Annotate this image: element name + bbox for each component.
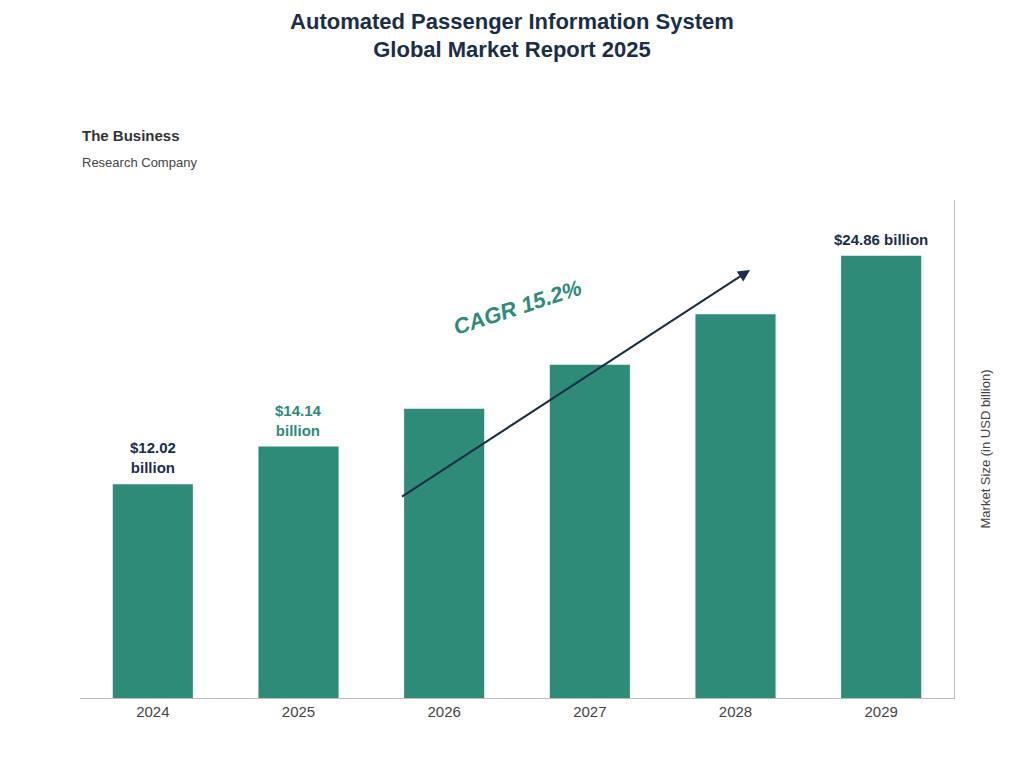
svg-text:2029: 2029 bbox=[864, 703, 897, 720]
svg-text:2027: 2027 bbox=[573, 703, 606, 720]
svg-text:CAGR 15.2%: CAGR 15.2% bbox=[450, 275, 584, 340]
svg-text:2025: 2025 bbox=[282, 703, 315, 720]
svg-text:$12.02billion: $12.02billion bbox=[130, 439, 176, 476]
svg-text:The Business: The Business bbox=[82, 127, 180, 144]
svg-text:2028: 2028 bbox=[719, 703, 752, 720]
svg-text:2026: 2026 bbox=[427, 703, 460, 720]
svg-text:Automated Passenger Informatio: Automated Passenger Information SystemGl… bbox=[290, 9, 734, 63]
svg-text:$24.86 billion: $24.86 billion bbox=[834, 231, 928, 248]
svg-text:$14.14billion: $14.14billion bbox=[275, 402, 322, 439]
svg-text:Market Size (in USD billion): Market Size (in USD billion) bbox=[978, 370, 993, 529]
svg-text:Research Company: Research Company bbox=[82, 155, 197, 170]
svg-text:2024: 2024 bbox=[136, 703, 169, 720]
